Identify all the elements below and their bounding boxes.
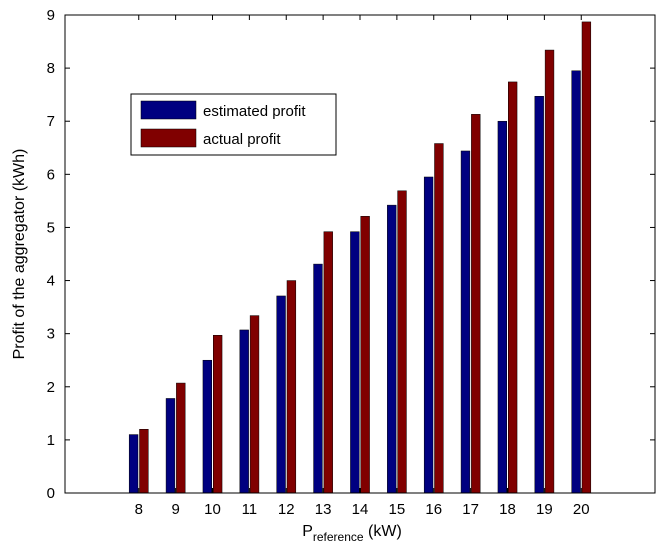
y-tick-label-7: 7: [47, 113, 55, 130]
bar-actual-11: [249, 315, 260, 494]
x-tick-label-19: 19: [536, 501, 553, 518]
x-axis-label-subscript: reference: [313, 530, 364, 544]
bar-estimated-17: [460, 150, 471, 494]
x-tick-label-15: 15: [389, 501, 406, 518]
y-tick-label-1: 1: [47, 432, 55, 449]
bar-estimated-10: [202, 359, 212, 494]
bar-estimated-8: [128, 434, 139, 494]
bar-estimated-15: [387, 204, 397, 494]
x-axis-label-unit: (kW): [364, 523, 402, 540]
legend-swatch-estimated: [140, 100, 197, 120]
x-tick-label-8: 8: [135, 501, 143, 518]
bar-estimated-11: [239, 329, 249, 494]
x-tick-label-10: 10: [204, 501, 221, 518]
x-tick-label-11: 11: [242, 501, 258, 518]
bar-estimated-20: [571, 70, 581, 494]
bar-actual-13: [323, 231, 333, 494]
x-axis-label-main: P: [302, 523, 313, 540]
bar-actual-9: [176, 382, 186, 494]
y-tick-label-2: 2: [47, 379, 55, 396]
bar-actual-20: [581, 21, 592, 494]
bar-actual-8: [139, 429, 149, 494]
bar-actual-14: [360, 216, 370, 494]
y-axis-label: Profit of the aggregator (kWh): [11, 149, 28, 360]
bar-estimated-18: [497, 120, 508, 494]
legend-label-estimated: estimated profit: [203, 103, 306, 120]
bar-estimated-16: [423, 176, 434, 494]
bar-estimated-19: [534, 96, 544, 494]
y-tick-label-4: 4: [47, 273, 55, 290]
plot-frame: [64, 14, 656, 494]
x-tick-label-13: 13: [315, 501, 332, 518]
y-tick-label-3: 3: [47, 326, 55, 343]
x-tick-label-12: 12: [278, 501, 295, 518]
bar-estimated-14: [350, 231, 360, 494]
bar-actual-15: [397, 190, 407, 494]
bar-estimated-12: [276, 295, 286, 494]
x-tick-label-20: 20: [573, 501, 590, 518]
bar-actual-19: [544, 49, 555, 494]
legend: estimated profit actual profit: [130, 93, 337, 156]
bar-actual-16: [434, 143, 444, 494]
x-tick-label-18: 18: [499, 501, 516, 518]
legend-swatch-actual: [140, 128, 197, 148]
legend-label-actual: actual profit: [203, 131, 281, 148]
y-tick-label-6: 6: [47, 166, 55, 183]
bar-estimated-13: [313, 263, 323, 494]
bar-actual-10: [213, 335, 223, 494]
bar-estimated-9: [165, 398, 176, 494]
x-tick-label-17: 17: [462, 501, 479, 518]
x-axis-label: Preference (kW): [302, 523, 402, 544]
x-tick-label-16: 16: [425, 501, 442, 518]
y-tick-label-5: 5: [47, 219, 55, 236]
y-tick-label-0: 0: [47, 485, 55, 502]
bar-actual-17: [471, 114, 481, 494]
y-tick-label-8: 8: [47, 60, 55, 77]
x-tick-label-14: 14: [352, 501, 369, 518]
x-tick-label-9: 9: [171, 501, 179, 518]
y-tick-label-9: 9: [47, 7, 55, 24]
bar-actual-12: [286, 280, 297, 494]
bar-actual-18: [508, 81, 518, 494]
